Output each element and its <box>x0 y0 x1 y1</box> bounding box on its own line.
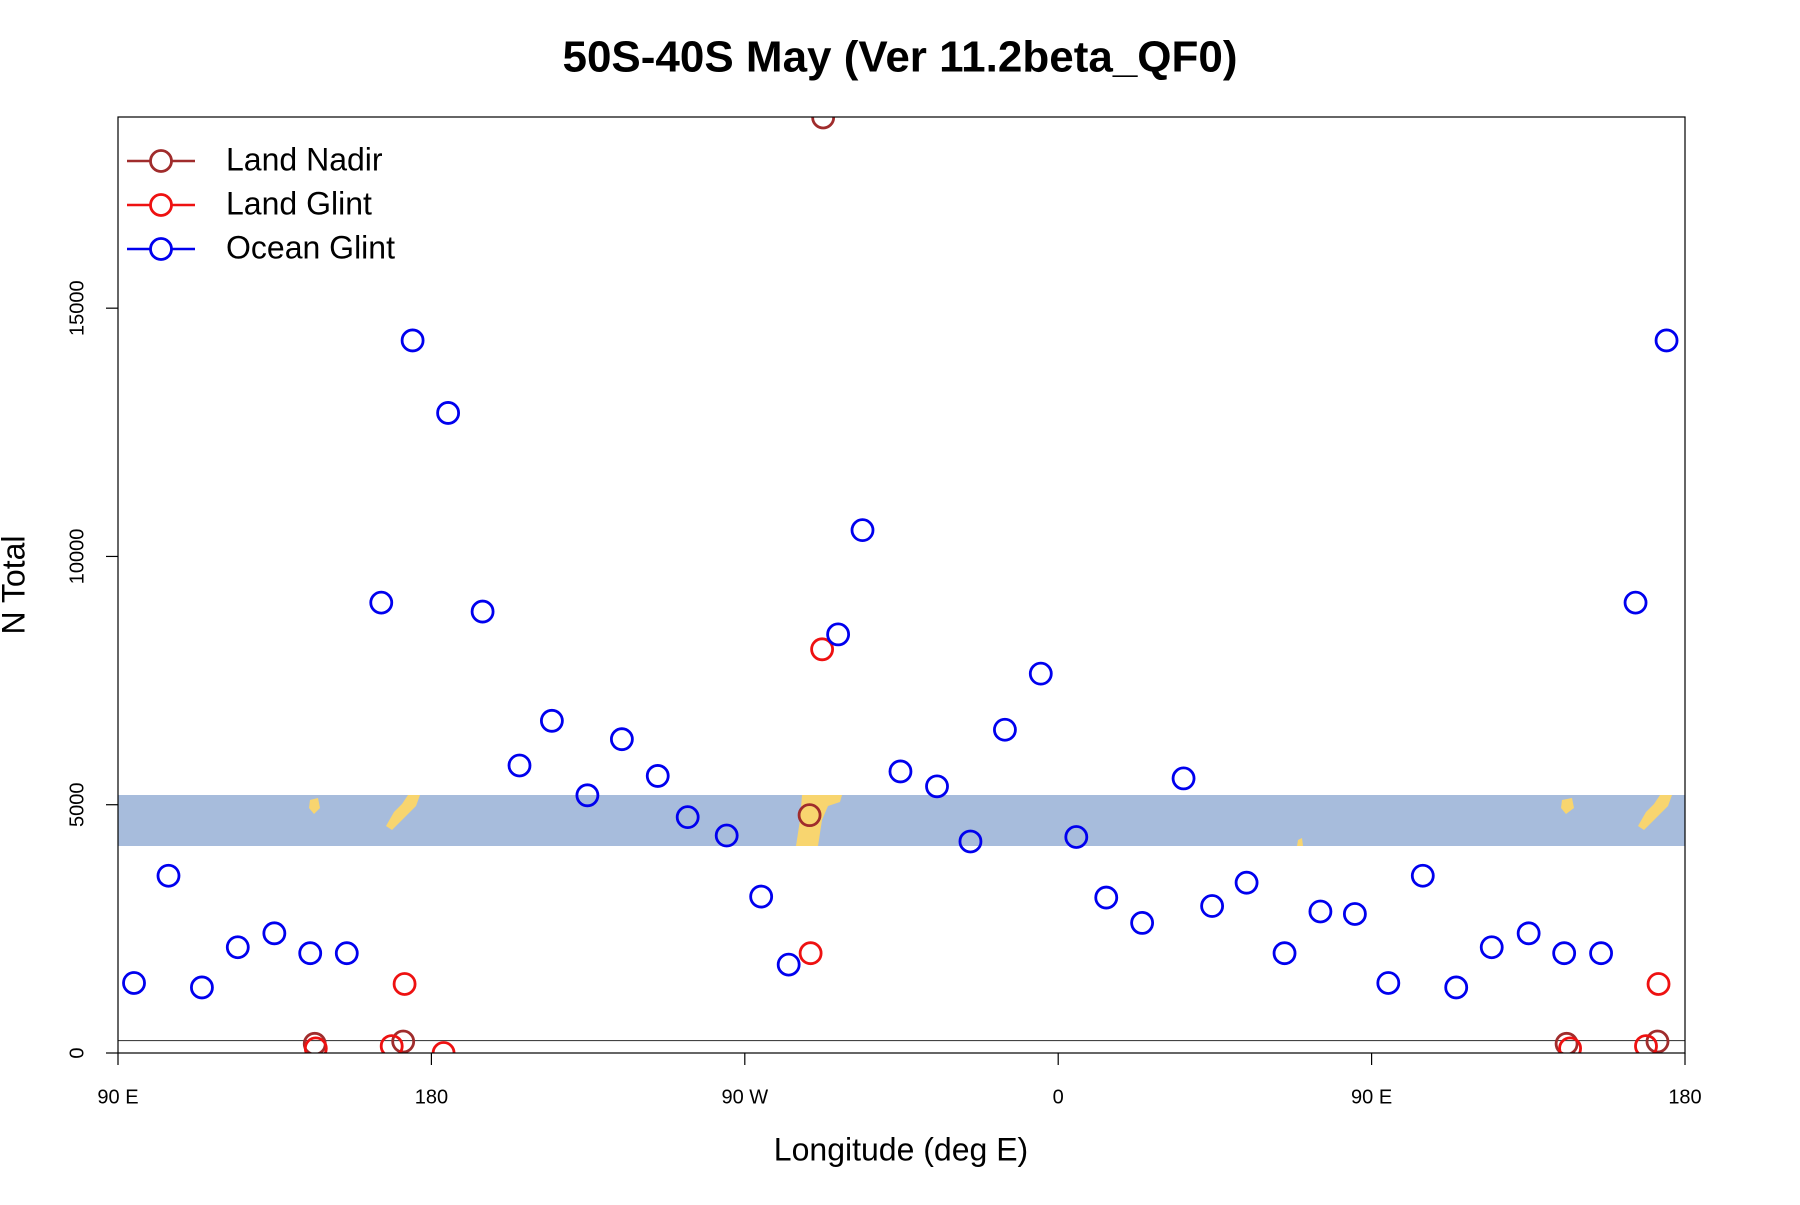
point <box>1410 863 1435 888</box>
point <box>298 941 323 966</box>
point <box>1444 975 1469 1000</box>
point <box>1094 885 1119 910</box>
point <box>1028 661 1053 686</box>
point <box>1646 972 1671 996</box>
point <box>1376 971 1401 995</box>
point <box>749 884 774 909</box>
y-tick-label: 15000 <box>66 280 88 336</box>
point <box>826 622 851 647</box>
point <box>369 590 394 615</box>
legend-symbol <box>149 237 173 261</box>
point <box>1516 921 1541 946</box>
legend: Land Nadir Land Glint Ocean Glint <box>127 141 395 265</box>
map-strip <box>118 795 1685 846</box>
legend-label: Land Glint <box>226 185 372 221</box>
x-tick-label: 180 <box>415 1086 448 1108</box>
point <box>609 727 634 752</box>
point <box>1558 1036 1582 1053</box>
point <box>392 972 417 996</box>
point <box>1589 941 1613 966</box>
chart-title: 50S-40S May (Ver 11.2beta_QF0) <box>562 33 1237 82</box>
land <box>386 795 420 830</box>
point <box>431 1041 456 1053</box>
point <box>675 805 700 830</box>
point <box>1554 1031 1579 1053</box>
point <box>262 921 287 946</box>
y-tick-label: 0 <box>66 1047 88 1058</box>
point <box>1200 894 1225 918</box>
land <box>1297 838 1303 846</box>
plot-area <box>118 117 1685 1053</box>
point <box>1272 941 1297 966</box>
x-tick-label: 90 E <box>97 1086 138 1108</box>
point <box>122 971 146 995</box>
land <box>309 798 320 814</box>
point <box>156 863 181 888</box>
point <box>575 783 600 808</box>
point <box>391 1029 416 1053</box>
x-tick-label: 180 <box>1668 1086 1701 1108</box>
legend-symbol <box>149 193 173 217</box>
point <box>1623 590 1648 615</box>
point <box>1130 911 1155 935</box>
x-tick-label: 90 E <box>1351 1086 1392 1108</box>
point <box>798 941 823 966</box>
point <box>470 599 495 624</box>
point <box>776 952 801 977</box>
point <box>850 518 875 543</box>
point <box>958 829 983 854</box>
point <box>714 823 739 848</box>
ocean-band <box>118 795 1685 846</box>
legend-symbol <box>149 149 173 173</box>
point <box>888 759 913 784</box>
point <box>1479 935 1504 960</box>
point <box>539 708 564 733</box>
y-tick-label: 5000 <box>66 782 88 827</box>
point <box>1342 902 1367 926</box>
point <box>190 975 214 1000</box>
x-tick-label: 90 W <box>721 1086 768 1108</box>
point <box>225 935 250 960</box>
plot-frame <box>117 116 1686 1054</box>
point <box>1552 941 1577 966</box>
point <box>1645 1029 1670 1053</box>
point <box>1171 766 1196 791</box>
point <box>1634 1034 1658 1053</box>
point <box>810 637 835 662</box>
land <box>1561 798 1574 814</box>
point <box>1234 870 1259 895</box>
point <box>303 1036 328 1053</box>
point <box>1308 899 1333 924</box>
x-tick-label: 0 <box>1053 1086 1064 1108</box>
point <box>925 774 949 799</box>
point <box>993 717 1017 742</box>
point <box>379 1034 404 1053</box>
point <box>334 941 359 966</box>
point <box>797 803 822 828</box>
point <box>1654 328 1679 353</box>
y-axis-label: N Total <box>0 535 31 634</box>
point <box>1064 825 1089 849</box>
point <box>436 401 461 425</box>
x-axis-label: Longitude (deg E) <box>774 1131 1028 1167</box>
point <box>645 764 670 788</box>
land <box>1638 795 1672 830</box>
legend-label: Land Nadir <box>226 141 383 177</box>
point <box>507 753 532 778</box>
y-tick-label: 10000 <box>66 529 88 585</box>
point <box>400 328 425 353</box>
legend-label: Ocean Glint <box>226 229 395 265</box>
